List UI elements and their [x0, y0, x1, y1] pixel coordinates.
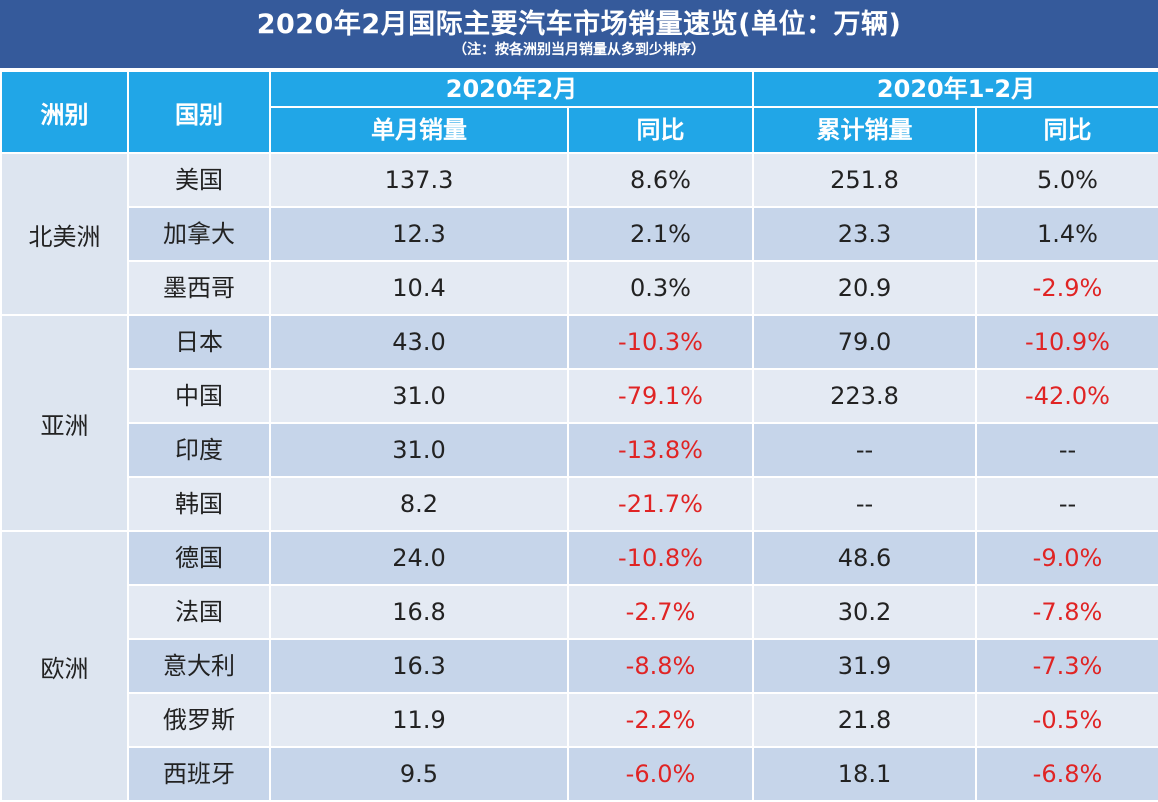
cumulative-yoy-cell: -7.8% [975, 584, 1158, 640]
monthly-yoy-cell: -21.7% [567, 476, 754, 532]
table-row: 墨西哥 10.4 0.3% 20.9 -2.9% [1, 260, 1158, 316]
continent-cell: 北美洲 [0, 152, 129, 316]
header-continent: 洲别 [0, 70, 129, 154]
header-cumulative-sales: 累计销量 [752, 106, 977, 154]
table-row: 欧洲 德国 24.0 -10.8% 48.6 -9.0% [0, 530, 1158, 802]
header-cumulative-yoy: 同比 [975, 106, 1158, 154]
header-period-ytd: 2020年1-2月 [752, 70, 1158, 108]
country-cell: 美国 [127, 152, 271, 208]
cumulative-yoy-cell: -- [975, 422, 1158, 478]
cumulative-sales-cell: 23.3 [752, 206, 977, 262]
monthly-yoy-cell: 2.1% [567, 206, 754, 262]
cumulative-yoy-cell: -9.0% [975, 530, 1158, 586]
cumulative-yoy-cell: -- [975, 476, 1158, 532]
monthly-sales-cell: 10.4 [269, 260, 569, 316]
monthly-sales-cell: 16.3 [269, 638, 569, 694]
monthly-yoy-cell: -10.3% [567, 314, 754, 370]
sales-table: 洲别 国别 2020年2月 2020年1-2月 单月销量 同比 累计销量 同比 … [0, 70, 1158, 802]
table-row: 北美洲 美国 137.3 8.6% 251.8 5.0% [0, 152, 1158, 316]
country-cell: 韩国 [127, 476, 271, 532]
header-country: 国别 [127, 70, 271, 154]
cumulative-yoy-cell: -0.5% [975, 692, 1158, 748]
monthly-sales-cell: 137.3 [269, 152, 569, 208]
cumulative-yoy-cell: -42.0% [975, 368, 1158, 424]
cumulative-sales-cell: 21.8 [752, 692, 977, 748]
monthly-yoy-cell: -13.8% [567, 422, 754, 478]
cumulative-sales-cell: 251.8 [752, 152, 977, 208]
monthly-yoy-cell: 0.3% [567, 260, 754, 316]
cumulative-yoy-cell: -7.3% [975, 638, 1158, 694]
monthly-yoy-cell: -10.8% [567, 530, 754, 586]
table-row: 亚洲 日本 43.0 -10.3% 79.0 -10.9% [0, 314, 1158, 532]
continent-cell: 亚洲 [0, 314, 129, 532]
country-cell: 日本 [127, 314, 271, 370]
table-row: 韩国 8.2 -21.7% -- -- [1, 476, 1158, 532]
table-row: 意大利 16.3 -8.8% 31.9 -7.3% [1, 638, 1158, 694]
header-monthly-sales: 单月销量 [269, 106, 569, 154]
country-cell: 加拿大 [127, 206, 271, 262]
cumulative-sales-cell: -- [752, 476, 977, 532]
monthly-sales-cell: 12.3 [269, 206, 569, 262]
cumulative-sales-cell: 223.8 [752, 368, 977, 424]
monthly-yoy-cell: 8.6% [567, 152, 754, 208]
cumulative-sales-cell: -- [752, 422, 977, 478]
cumulative-sales-cell: 20.9 [752, 260, 977, 316]
country-cell: 德国 [127, 530, 271, 586]
continent-cell: 欧洲 [0, 530, 129, 802]
monthly-yoy-cell: -8.8% [567, 638, 754, 694]
country-cell: 中国 [127, 368, 271, 424]
table-row: 中国 31.0 -79.1% 223.8 -42.0% [1, 368, 1158, 424]
monthly-sales-cell: 31.0 [269, 422, 569, 478]
cumulative-sales-cell: 30.2 [752, 584, 977, 640]
monthly-sales-cell: 8.2 [269, 476, 569, 532]
country-cell: 俄罗斯 [127, 692, 271, 748]
cumulative-sales-cell: 31.9 [752, 638, 977, 694]
cumulative-yoy-cell: 5.0% [975, 152, 1158, 208]
monthly-sales-cell: 24.0 [269, 530, 569, 586]
monthly-yoy-cell: -2.2% [567, 692, 754, 748]
table-row: 印度 31.0 -13.8% -- -- [1, 422, 1158, 478]
country-cell: 墨西哥 [127, 260, 271, 316]
monthly-sales-cell: 11.9 [269, 692, 569, 748]
table-row: 加拿大 12.3 2.1% 23.3 1.4% [1, 206, 1158, 262]
title-note: （注：按各洲别当月销量从多到少排序） [453, 42, 705, 58]
country-cell: 法国 [127, 584, 271, 640]
monthly-yoy-cell: -79.1% [567, 368, 754, 424]
header-period-month: 2020年2月 [269, 70, 754, 108]
table-body: 北美洲 美国 137.3 8.6% 251.8 5.0% 加拿大 12.3 2.1% 23.3 1.… [0, 152, 1158, 802]
monthly-yoy-cell: -2.7% [567, 584, 754, 640]
cumulative-sales-cell: 48.6 [752, 530, 977, 586]
cumulative-sales-cell: 79.0 [752, 314, 977, 370]
country-cell: 印度 [127, 422, 271, 478]
cumulative-yoy-cell: -2.9% [975, 260, 1158, 316]
monthly-sales-cell: 43.0 [269, 314, 569, 370]
header-monthly-yoy: 同比 [567, 106, 754, 154]
table-row: 俄罗斯 11.9 -2.2% 21.8 -0.5% [1, 692, 1158, 748]
page-title: 2020年2月国际主要汽车市场销量速览(单位：万辆) [256, 9, 902, 40]
title-bar: 2020年2月国际主要汽车市场销量速览(单位：万辆) （注：按各洲别当月销量从多… [0, 0, 1158, 70]
table-row: 法国 16.8 -2.7% 30.2 -7.8% [1, 584, 1158, 640]
monthly-sales-cell: 16.8 [269, 584, 569, 640]
cumulative-yoy-cell: -10.9% [975, 314, 1158, 370]
country-cell: 意大利 [127, 638, 271, 694]
monthly-sales-cell: 31.0 [269, 368, 569, 424]
cumulative-yoy-cell: 1.4% [975, 206, 1158, 262]
